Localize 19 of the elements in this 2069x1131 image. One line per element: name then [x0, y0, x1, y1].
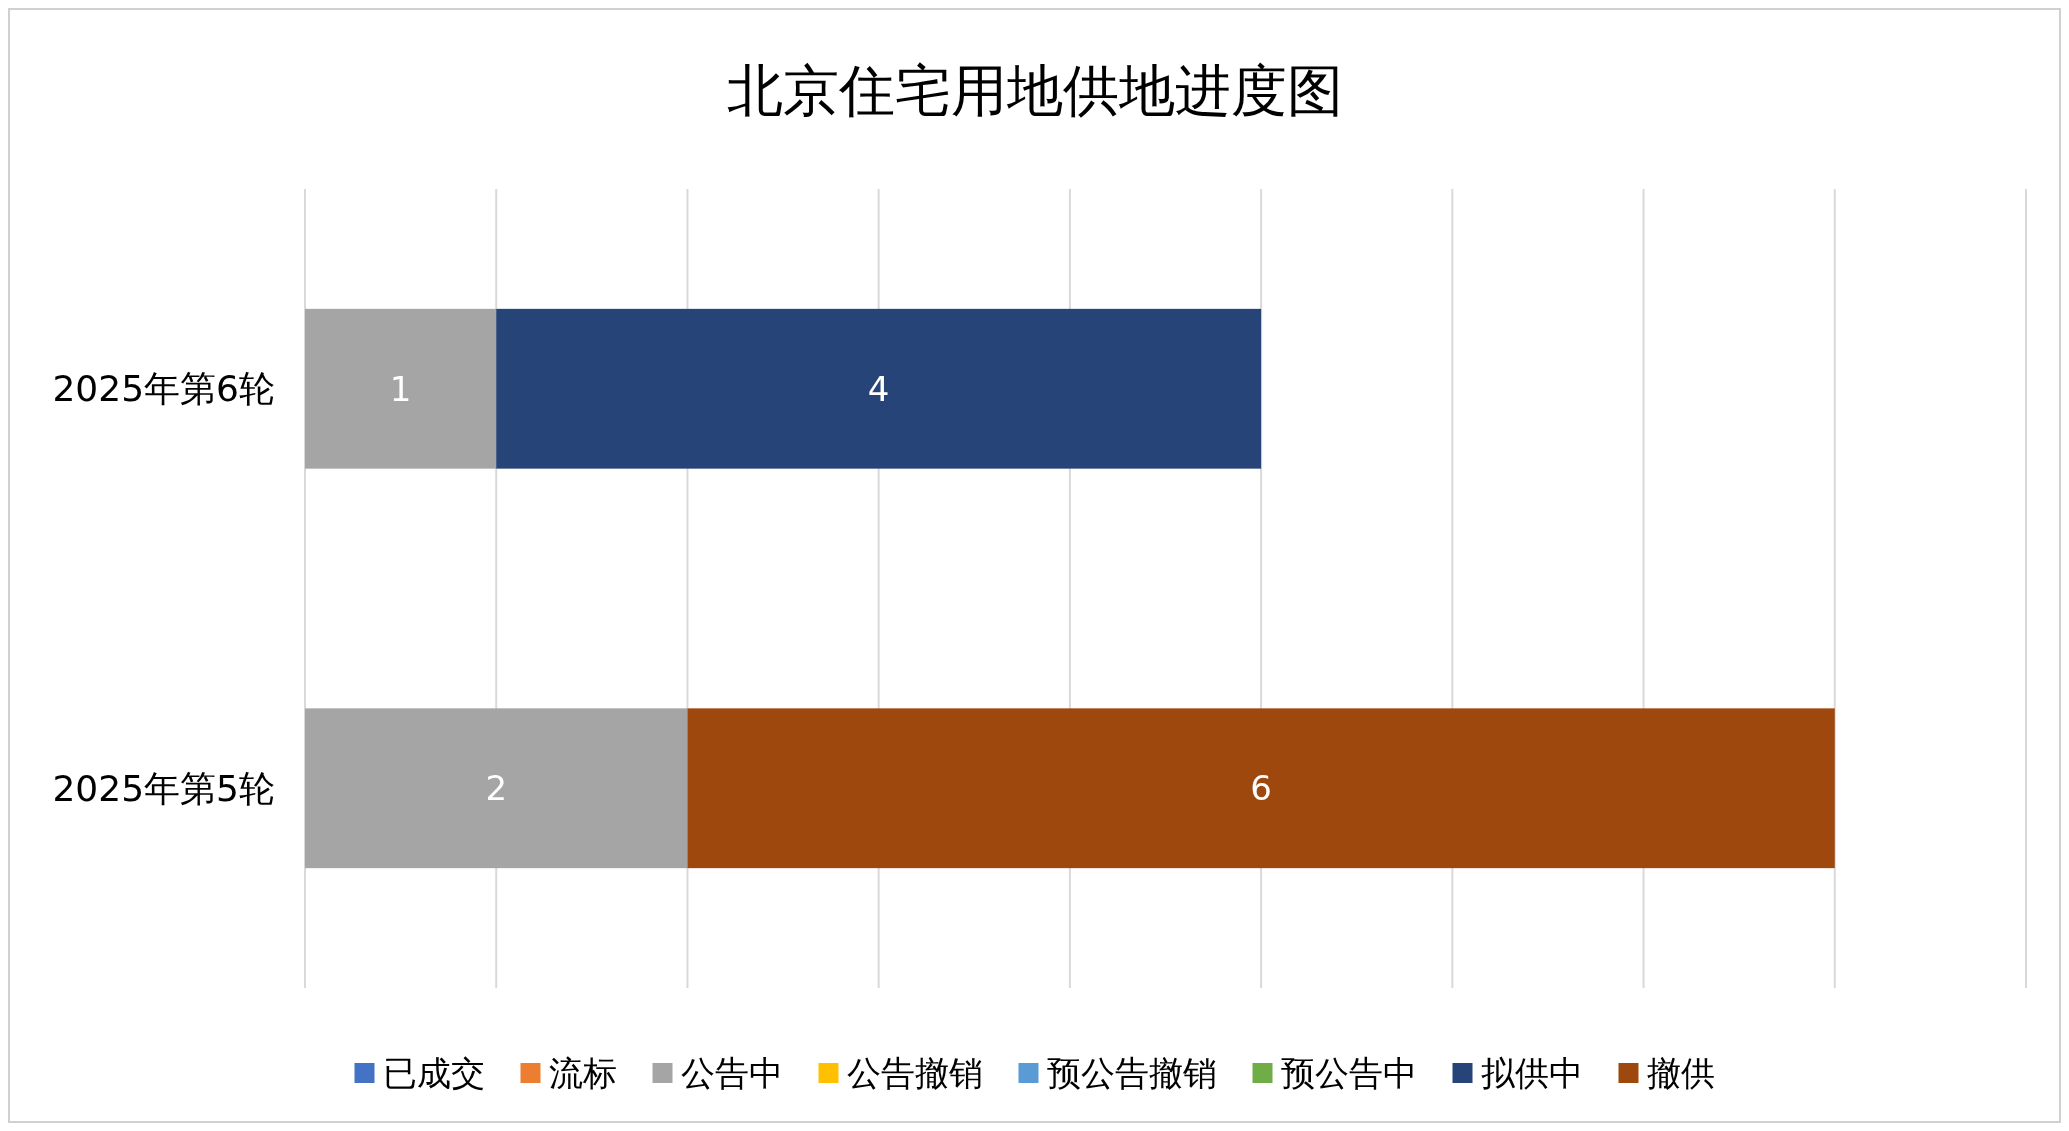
- bar: [305, 708, 688, 869]
- data-label: 4: [867, 368, 890, 409]
- legend-label: 预公告中: [1280, 1052, 1417, 1093]
- chart-title: 北京住宅用地供地进度图: [726, 57, 1343, 123]
- legend-label: 流标: [548, 1052, 617, 1093]
- legend-label: 预公告撤销: [1046, 1052, 1217, 1093]
- bar: [305, 308, 497, 469]
- data-label: 1: [389, 368, 412, 409]
- legend-label: 拟供中: [1480, 1052, 1583, 1093]
- legend-label: 已成交: [382, 1052, 485, 1093]
- bar: [496, 308, 1262, 469]
- bar: [687, 708, 1835, 869]
- legend-label: 撤供: [1646, 1052, 1715, 1093]
- y-tick-label: 2025年第5轮: [52, 767, 275, 809]
- data-label: 6: [1250, 768, 1272, 809]
- legend-label: 公告中: [680, 1052, 783, 1093]
- data-label: 2: [485, 768, 508, 809]
- legend-label: 公告撤销: [846, 1052, 983, 1093]
- y-tick-label: 2025年第6轮: [52, 368, 275, 410]
